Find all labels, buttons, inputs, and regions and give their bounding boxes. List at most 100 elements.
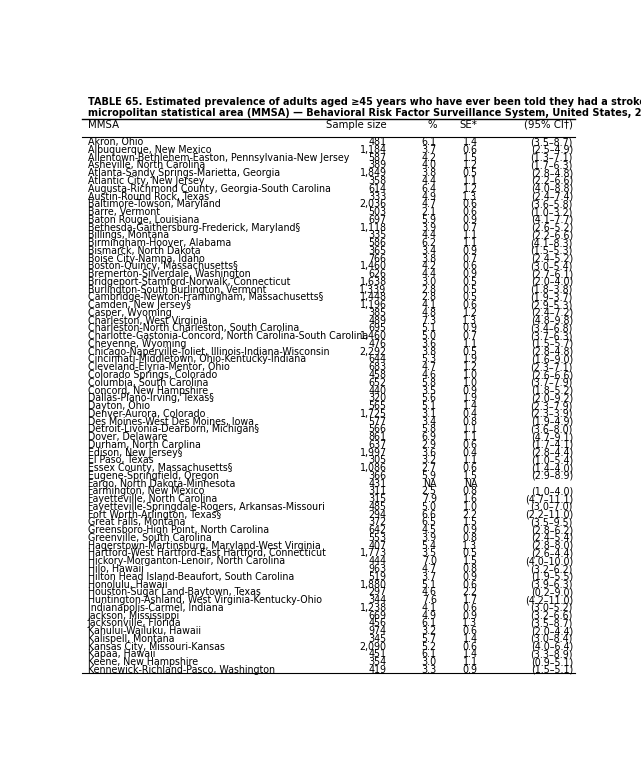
Text: 1.4: 1.4 (463, 137, 478, 147)
Text: (1.9–3.7): (1.9–3.7) (531, 292, 573, 302)
Text: Billings, Montana: Billings, Montana (88, 231, 169, 240)
Text: 1,086: 1,086 (360, 463, 387, 473)
Text: 5.9: 5.9 (422, 215, 437, 224)
Text: 1.2: 1.2 (463, 308, 478, 318)
Text: 0.6: 0.6 (463, 626, 478, 636)
Text: 1,460: 1,460 (360, 331, 387, 341)
Text: 2.8: 2.8 (422, 285, 437, 295)
Text: (1.7–4.1): (1.7–4.1) (531, 440, 573, 450)
Text: 0.6: 0.6 (463, 261, 478, 272)
Text: (4.7–9.1): (4.7–9.1) (531, 432, 573, 442)
Text: 6.5: 6.5 (422, 517, 437, 527)
Text: 1,448: 1,448 (360, 292, 387, 302)
Text: 1.1: 1.1 (463, 658, 478, 667)
Text: 637: 637 (369, 440, 387, 450)
Text: 0.6: 0.6 (463, 300, 478, 310)
Text: (2.4–7.2): (2.4–7.2) (531, 308, 573, 318)
Text: Atlantic City, New Jersey: Atlantic City, New Jersey (88, 176, 204, 186)
Text: (2.8–8.0): (2.8–8.0) (531, 541, 573, 551)
Text: 0.8: 0.8 (463, 533, 478, 543)
Text: 3.6: 3.6 (422, 447, 437, 457)
Text: 305: 305 (369, 455, 387, 466)
Text: 0.5: 0.5 (463, 285, 478, 295)
Text: 1.1: 1.1 (463, 455, 478, 466)
Text: Kahului-Wailuku, Hawaii: Kahului-Wailuku, Hawaii (88, 626, 201, 636)
Text: Hartford-West Hartford-East Hartford, Connecticut: Hartford-West Hartford-East Hartford, Co… (88, 549, 326, 559)
Text: Denver-Aurora, Colorado: Denver-Aurora, Colorado (88, 409, 205, 419)
Text: (1.8–3.8): (1.8–3.8) (531, 285, 573, 295)
Text: 1.5: 1.5 (463, 556, 478, 566)
Text: 7.0: 7.0 (422, 556, 437, 566)
Text: (2.6–4.4): (2.6–4.4) (531, 549, 573, 559)
Text: 1.9: 1.9 (463, 393, 478, 403)
Text: Boston-Quincy, Massachusetts§: Boston-Quincy, Massachusetts§ (88, 261, 238, 272)
Text: (4.8–9.8): (4.8–9.8) (531, 316, 573, 326)
Text: MMSA: MMSA (88, 119, 119, 129)
Text: 1.4: 1.4 (463, 634, 478, 644)
Text: Jacksonville, Florida: Jacksonville, Florida (88, 619, 181, 629)
Text: Augusta-Richmond County, Georgia-South Carolina: Augusta-Richmond County, Georgia-South C… (88, 183, 331, 194)
Text: (3.0–7.0): (3.0–7.0) (531, 502, 573, 512)
Text: (1.3–7.1): (1.3–7.1) (531, 153, 573, 163)
Text: 4.9: 4.9 (422, 610, 437, 620)
Text: (95% CI†): (95% CI†) (524, 119, 573, 129)
Text: Kansas City, Missouri-Kansas: Kansas City, Missouri-Kansas (88, 642, 225, 651)
Text: 553: 553 (369, 533, 387, 543)
Text: Cincinnati-Middletown, Ohio-Kentucky-Indiana: Cincinnati-Middletown, Ohio-Kentucky-Ind… (88, 355, 306, 365)
Text: 503: 503 (369, 207, 387, 217)
Text: 1,118: 1,118 (360, 222, 387, 233)
Text: (2.9–8.9): (2.9–8.9) (531, 471, 573, 481)
Text: 4.1: 4.1 (422, 603, 437, 613)
Text: (2.4–5.2): (2.4–5.2) (531, 253, 573, 263)
Text: 0.7: 0.7 (463, 331, 478, 341)
Text: 695: 695 (369, 323, 387, 333)
Text: Greenville, South Carolina: Greenville, South Carolina (88, 533, 212, 543)
Text: 4.7: 4.7 (422, 362, 437, 372)
Text: 0.7: 0.7 (463, 253, 478, 263)
Text: 0.9: 0.9 (463, 215, 478, 224)
Text: TABLE 65. Estimated prevalence of adults aged ≥45 years who have ever been told : TABLE 65. Estimated prevalence of adults… (88, 97, 641, 107)
Text: 642: 642 (369, 525, 387, 535)
Text: 372: 372 (369, 517, 387, 527)
Text: Cheyenne, Wyoming: Cheyenne, Wyoming (88, 339, 187, 349)
Text: 294: 294 (369, 510, 387, 520)
Text: Burlington-South Burlington, Vermont: Burlington-South Burlington, Vermont (88, 285, 266, 295)
Text: (3.2–6.6): (3.2–6.6) (531, 610, 573, 620)
Text: 0.5: 0.5 (463, 292, 478, 302)
Text: 4.6: 4.6 (422, 370, 437, 380)
Text: 5.2: 5.2 (422, 642, 437, 651)
Text: 963: 963 (369, 564, 387, 574)
Text: Hilton Head Island-Beaufort, South Carolina: Hilton Head Island-Beaufort, South Carol… (88, 572, 294, 581)
Text: 2.9: 2.9 (422, 440, 437, 450)
Text: (2.8–4.8): (2.8–4.8) (531, 168, 573, 178)
Text: 3.8: 3.8 (422, 253, 437, 263)
Text: 2.8: 2.8 (422, 292, 437, 302)
Text: (0.2–9.0): (0.2–9.0) (531, 587, 573, 597)
Text: 6.2: 6.2 (422, 238, 437, 248)
Text: (3.6–5.8): (3.6–5.8) (531, 199, 573, 209)
Text: (2.0–4.4): (2.0–4.4) (531, 626, 573, 636)
Text: 1.1: 1.1 (463, 231, 478, 240)
Text: (2.3–7.1): (2.3–7.1) (531, 362, 573, 372)
Text: (3.3–8.9): (3.3–8.9) (530, 649, 573, 659)
Text: 3.1: 3.1 (422, 409, 437, 419)
Text: 315: 315 (369, 494, 387, 505)
Text: 1.0: 1.0 (463, 370, 478, 380)
Text: 519: 519 (369, 572, 387, 581)
Text: Birmingham-Hoover, Alabama: Birmingham-Hoover, Alabama (88, 238, 231, 248)
Text: 3.5: 3.5 (422, 386, 437, 396)
Text: 0.9: 0.9 (463, 572, 478, 581)
Text: (3.2–6.2): (3.2–6.2) (531, 564, 573, 574)
Text: Fayetteville, North Carolina: Fayetteville, North Carolina (88, 494, 217, 505)
Text: (2.5–4.9): (2.5–4.9) (531, 145, 573, 155)
Text: 1,339: 1,339 (360, 285, 387, 295)
Text: 5.7: 5.7 (422, 634, 437, 644)
Text: 2.1: 2.1 (422, 207, 437, 217)
Text: Fort Worth-Arlington, Texas§: Fort Worth-Arlington, Texas§ (88, 510, 221, 520)
Text: (3.5–9.5): (3.5–9.5) (531, 517, 573, 527)
Text: (2.7–6.1): (2.7–6.1) (531, 269, 573, 279)
Text: 311: 311 (369, 486, 387, 496)
Text: Cambridge-Newton-Framingham, Massachusetts§: Cambridge-Newton-Framingham, Massachuset… (88, 292, 323, 302)
Text: 297: 297 (369, 587, 387, 597)
Text: 3.4: 3.4 (422, 416, 437, 427)
